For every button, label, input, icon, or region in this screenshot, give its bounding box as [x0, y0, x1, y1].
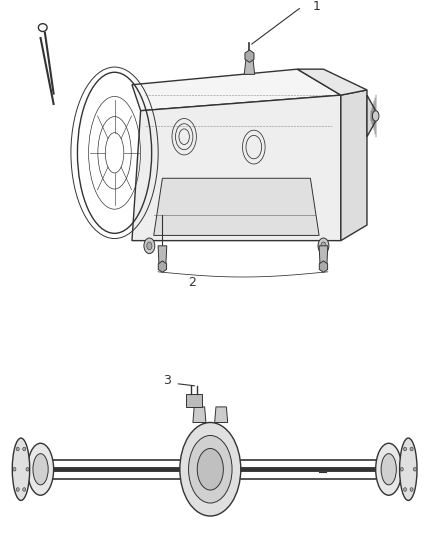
Polygon shape	[132, 95, 341, 240]
Polygon shape	[297, 69, 367, 95]
Polygon shape	[186, 394, 201, 407]
Ellipse shape	[403, 488, 406, 491]
Ellipse shape	[400, 467, 403, 471]
Ellipse shape	[321, 242, 326, 250]
Ellipse shape	[403, 447, 406, 451]
Polygon shape	[215, 407, 228, 423]
Ellipse shape	[180, 423, 241, 516]
Ellipse shape	[16, 447, 19, 451]
Ellipse shape	[376, 443, 402, 495]
Ellipse shape	[197, 448, 223, 490]
Ellipse shape	[410, 447, 413, 451]
Ellipse shape	[413, 467, 417, 471]
Ellipse shape	[26, 467, 29, 471]
Ellipse shape	[147, 242, 152, 250]
Ellipse shape	[16, 488, 19, 491]
Ellipse shape	[33, 454, 48, 485]
Ellipse shape	[23, 447, 26, 451]
Ellipse shape	[372, 111, 379, 121]
Polygon shape	[193, 407, 206, 423]
Text: 1: 1	[313, 1, 321, 13]
Ellipse shape	[381, 454, 396, 485]
Ellipse shape	[28, 443, 53, 495]
Ellipse shape	[12, 438, 30, 500]
Ellipse shape	[144, 238, 155, 254]
Text: 3: 3	[163, 374, 171, 387]
Polygon shape	[244, 59, 254, 74]
Ellipse shape	[188, 435, 232, 503]
Ellipse shape	[23, 488, 26, 491]
Text: 2: 2	[188, 276, 196, 289]
Ellipse shape	[13, 467, 16, 471]
Polygon shape	[341, 90, 367, 240]
Ellipse shape	[318, 238, 329, 254]
Polygon shape	[132, 69, 341, 111]
Polygon shape	[154, 178, 319, 236]
Polygon shape	[158, 246, 167, 264]
Polygon shape	[367, 95, 376, 136]
Polygon shape	[319, 246, 328, 264]
Ellipse shape	[399, 438, 417, 500]
Ellipse shape	[410, 488, 413, 491]
